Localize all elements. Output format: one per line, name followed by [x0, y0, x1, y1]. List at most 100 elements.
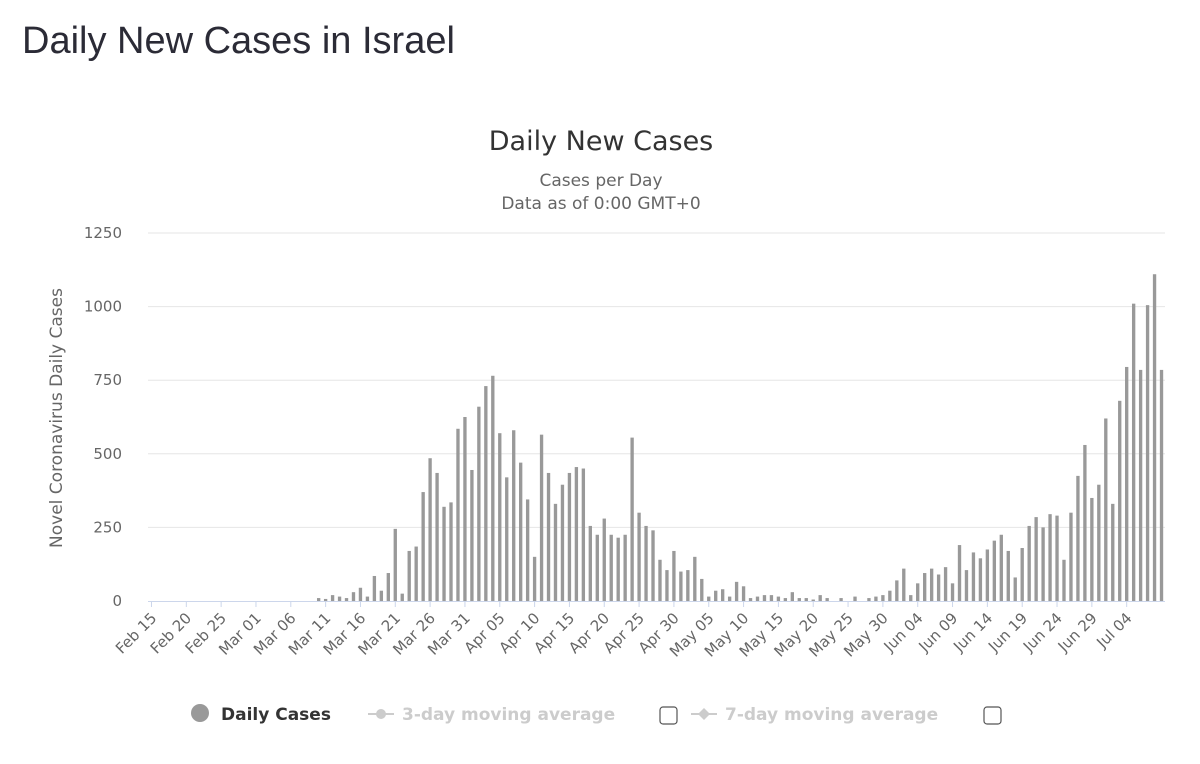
- bar[interactable]: [630, 437, 634, 601]
- bar[interactable]: [755, 596, 760, 601]
- bar[interactable]: [560, 484, 565, 601]
- bar[interactable]: [902, 568, 906, 601]
- bar[interactable]: [546, 472, 551, 601]
- bar[interactable]: [588, 525, 592, 601]
- bar[interactable]: [351, 592, 356, 601]
- bar[interactable]: [999, 534, 1003, 601]
- bar[interactable]: [971, 552, 976, 601]
- bar[interactable]: [428, 458, 432, 601]
- bar[interactable]: [1006, 550, 1010, 601]
- bar[interactable]: [658, 559, 662, 601]
- bar[interactable]: [818, 595, 822, 601]
- bar[interactable]: [929, 568, 934, 601]
- bar[interactable]: [707, 596, 711, 601]
- bar[interactable]: [623, 534, 627, 601]
- bar[interactable]: [574, 467, 579, 601]
- bar[interactable]: [1145, 305, 1150, 601]
- bar[interactable]: [435, 472, 439, 601]
- bar[interactable]: [693, 556, 697, 601]
- legend-item-daily-cases[interactable]: Daily Cases: [191, 704, 331, 725]
- bar[interactable]: [512, 430, 516, 601]
- bar[interactable]: [923, 573, 927, 601]
- bar[interactable]: [853, 596, 857, 601]
- bar[interactable]: [790, 592, 794, 601]
- bar[interactable]: [470, 469, 474, 601]
- bar[interactable]: [721, 589, 725, 601]
- bar[interactable]: [456, 428, 460, 601]
- bar[interactable]: [895, 580, 899, 601]
- legend-checkbox-7-day[interactable]: [983, 706, 1002, 725]
- bar[interactable]: [734, 581, 739, 601]
- bar[interactable]: [644, 525, 648, 601]
- bar[interactable]: [491, 375, 495, 601]
- bar[interactable]: [783, 598, 788, 601]
- bar[interactable]: [776, 596, 781, 601]
- bar[interactable]: [874, 596, 878, 601]
- bar[interactable]: [463, 417, 467, 601]
- bar[interactable]: [581, 468, 586, 601]
- bar[interactable]: [498, 433, 502, 601]
- bar[interactable]: [365, 596, 370, 601]
- bar[interactable]: [1111, 503, 1115, 601]
- bar[interactable]: [651, 530, 655, 601]
- bar[interactable]: [372, 575, 377, 601]
- bar[interactable]: [985, 549, 990, 601]
- bar[interactable]: [825, 598, 829, 601]
- bar[interactable]: [936, 574, 941, 602]
- bar[interactable]: [616, 537, 620, 601]
- bar[interactable]: [950, 583, 955, 601]
- bar[interactable]: [714, 590, 718, 601]
- bar[interactable]: [888, 590, 892, 601]
- bar[interactable]: [1062, 559, 1066, 601]
- bar[interactable]: [881, 595, 885, 601]
- bar[interactable]: [442, 506, 446, 601]
- bar[interactable]: [1083, 444, 1087, 601]
- bar[interactable]: [916, 583, 920, 601]
- bar[interactable]: [407, 550, 411, 601]
- bar[interactable]: [797, 598, 801, 601]
- bar[interactable]: [741, 586, 746, 601]
- bar[interactable]: [393, 528, 397, 601]
- bar[interactable]: [1131, 303, 1136, 601]
- bar[interactable]: [337, 596, 342, 601]
- bar[interactable]: [804, 598, 808, 601]
- bar[interactable]: [762, 595, 767, 601]
- bar[interactable]: [553, 503, 558, 601]
- bar[interactable]: [867, 598, 871, 601]
- bar[interactable]: [595, 534, 599, 601]
- bar[interactable]: [811, 599, 815, 601]
- bar[interactable]: [484, 386, 488, 601]
- bar[interactable]: [505, 477, 509, 601]
- bar[interactable]: [700, 578, 704, 601]
- bar[interactable]: [1097, 484, 1101, 601]
- bar[interactable]: [637, 512, 641, 601]
- bar[interactable]: [323, 598, 328, 601]
- legend-item-3-day-moving-average[interactable]: 3-day moving average: [368, 705, 615, 725]
- bar[interactable]: [567, 472, 572, 601]
- legend-item-7-day-moving-average[interactable]: 7-day moving average: [691, 705, 938, 725]
- bar[interactable]: [525, 499, 530, 601]
- bar[interactable]: [992, 540, 997, 601]
- bar[interactable]: [477, 406, 481, 601]
- bar[interactable]: [609, 534, 613, 601]
- bar[interactable]: [839, 598, 843, 601]
- bar[interactable]: [978, 558, 983, 601]
- bar[interactable]: [943, 567, 948, 601]
- bar[interactable]: [1104, 418, 1108, 601]
- bar[interactable]: [1055, 515, 1059, 601]
- bar[interactable]: [727, 596, 732, 601]
- bar[interactable]: [421, 492, 425, 601]
- bar[interactable]: [602, 518, 606, 601]
- bar[interactable]: [1034, 517, 1038, 601]
- bar[interactable]: [316, 598, 321, 601]
- bar[interactable]: [379, 590, 384, 601]
- bar[interactable]: [386, 573, 390, 601]
- bar[interactable]: [1069, 512, 1073, 601]
- bar[interactable]: [330, 595, 335, 601]
- bar[interactable]: [1138, 369, 1143, 601]
- bar[interactable]: [1020, 548, 1024, 601]
- bar[interactable]: [665, 570, 669, 601]
- legend-checkbox-3-day[interactable]: [659, 706, 678, 725]
- bar[interactable]: [532, 556, 537, 601]
- bar[interactable]: [769, 595, 774, 601]
